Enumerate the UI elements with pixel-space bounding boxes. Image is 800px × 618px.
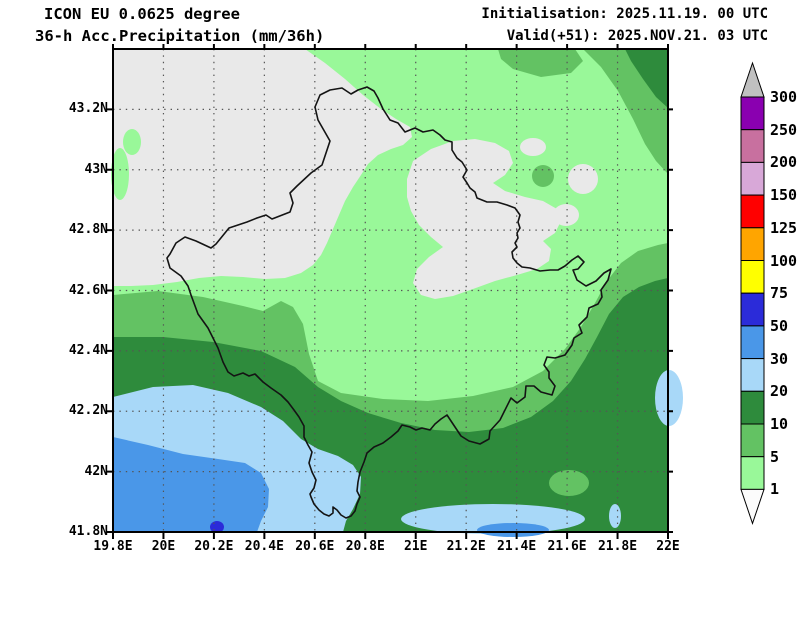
colorbar-segment-g10 — [740, 390, 765, 425]
colorbar-segment-pu250 — [740, 96, 765, 131]
colorbar-segment-lv150 — [740, 161, 765, 196]
lat-label-42.6N: 42.6N — [68, 282, 108, 298]
precipitation-map — [106, 44, 683, 539]
colorbar-tick-1: 1 — [770, 480, 780, 499]
colorbar-tick-125: 125 — [770, 218, 798, 237]
field-lightrain-spot-2 — [123, 129, 141, 155]
field-dry-northwest — [113, 49, 412, 286]
colorbar-tick-300: 300 — [770, 88, 798, 106]
lon-label-20.4E: 20.4E — [244, 539, 284, 554]
lat-label-42.8N: 42.8N — [68, 222, 108, 238]
field-dry-patch-3 — [553, 204, 579, 226]
field-medblue-southwest — [113, 437, 269, 532]
colorbar-tick-5: 5 — [770, 447, 780, 466]
field-dry-patch-1 — [520, 138, 546, 156]
field-medgreen-top-blob — [498, 49, 583, 77]
lon-label-21E: 21E — [403, 539, 428, 554]
field-lightblue-sliver — [609, 504, 621, 528]
colorbar-tick-150: 150 — [770, 186, 798, 205]
lat-label-43.2N: 43.2N — [68, 101, 108, 117]
colorbar-segment-b30 — [740, 325, 765, 360]
colorbar-segment-g1 — [740, 456, 765, 490]
precipitation-colorbar — [740, 61, 765, 530]
map-frame — [112, 48, 669, 533]
lat-label-42N: 42N — [84, 463, 108, 479]
colorbar-tick-10: 10 — [770, 415, 789, 433]
field-dry-central — [407, 139, 561, 299]
colorbar-tick-200: 200 — [770, 153, 798, 172]
lat-label-42.2N: 42.2N — [68, 403, 108, 419]
lon-label-21.6E: 21.6E — [547, 539, 587, 554]
field-dry-patch-2 — [568, 164, 598, 194]
lon-label-22E: 22E — [656, 539, 680, 554]
model-title: ICON EU 0.0625 degree — [44, 5, 240, 23]
colorbar-tick-30: 30 — [770, 349, 789, 368]
kosovo-border-outline — [166, 86, 612, 519]
colorbar-tick-250: 250 — [770, 120, 798, 139]
colorbar-segment-b20 — [740, 358, 765, 392]
colorbar-tick-75: 75 — [770, 284, 789, 303]
colorbar-segment-o100 — [740, 227, 765, 262]
lon-label-20.6E: 20.6E — [295, 539, 335, 554]
field-medgreen-south-patch — [549, 470, 589, 496]
lat-label-42.4N: 42.4N — [68, 342, 108, 358]
lon-label-20E: 20E — [151, 539, 176, 554]
colorbar-segment-b50 — [740, 292, 765, 327]
colorbar-tick-50: 50 — [770, 316, 789, 335]
field-lightrain-spot-1 — [111, 148, 129, 200]
colorbar-segment-g5 — [740, 423, 765, 458]
field-medgreen-dot — [532, 165, 554, 187]
init-time-label: Initialisation: 2025.11.19. 00 UTC — [481, 6, 768, 22]
product-title: 36-h Acc.Precipitation (mm/36h) — [35, 27, 325, 45]
lat-label-43N: 43N — [84, 161, 108, 177]
lon-label-21.2E: 21.2E — [446, 539, 486, 554]
colorbar-segment-y75 — [740, 260, 765, 294]
colorbar-segment-pk200 — [740, 129, 765, 163]
colorbar-tick-100: 100 — [770, 251, 798, 270]
colorbar-segment-r125 — [740, 194, 765, 229]
lon-label-20.8E: 20.8E — [345, 539, 385, 554]
field-darkgreen-ne-corner — [625, 49, 668, 108]
colorbar-tick-20: 20 — [770, 382, 789, 401]
lon-label-20.2E: 20.2E — [194, 539, 234, 554]
valid-time-label: Valid(+51): 2025.NOV.21. 03 UTC — [506, 28, 768, 44]
lon-label-21.4E: 21.4E — [497, 539, 537, 554]
lon-label-19.8E: 19.8E — [93, 539, 133, 554]
lon-label-21.8E: 21.8E — [597, 539, 638, 554]
field-medblue-bottom-sliver — [477, 523, 549, 537]
lat-label-41.8N: 41.8N — [68, 524, 108, 539]
